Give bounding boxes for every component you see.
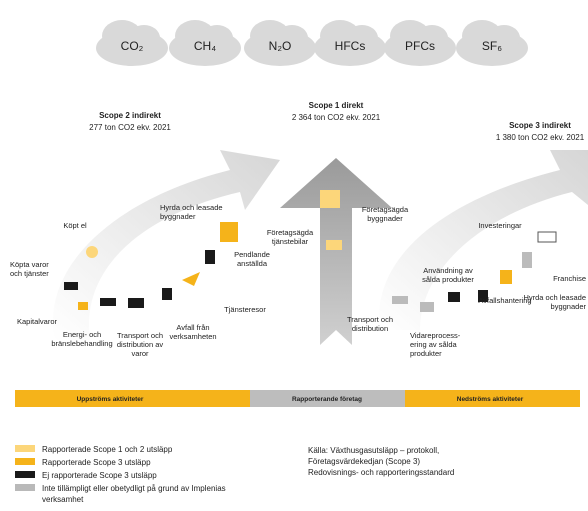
item-label: distribution — [352, 324, 388, 333]
scope-value: 2 364 ton CO2 ekv. 2021 — [292, 113, 381, 122]
item-label: Transport och — [347, 315, 393, 324]
bar-label: Uppströms aktiviteter — [77, 396, 144, 403]
cloud — [128, 25, 160, 51]
item-label: sålda produkter — [422, 275, 474, 284]
item-label: bränslebehandling — [51, 339, 112, 348]
item-label: Vidareprocess- — [410, 331, 461, 340]
item-label: tjänstebilar — [272, 237, 309, 246]
item-label: Hyrda och leasade — [160, 203, 223, 212]
gas-label: N₂O — [269, 39, 292, 53]
item-label: Franchise — [553, 274, 586, 283]
item-label: ering av sålda — [410, 340, 458, 349]
legend-swatch — [15, 445, 35, 452]
item-label: Köpta varor — [10, 260, 49, 269]
gas-label: SF₆ — [482, 39, 502, 53]
gas-label: HFCs — [335, 39, 366, 53]
item-label: byggnader — [367, 214, 403, 223]
item-label: Företagsägda — [362, 205, 409, 214]
cloud — [346, 25, 378, 51]
left-arrow — [52, 150, 280, 340]
item-label: Transport och — [117, 331, 163, 340]
scope-title: Scope 2 indirekt — [99, 111, 161, 120]
item-label: Kapitalvaror — [17, 317, 58, 326]
downstream-bar — [405, 390, 580, 407]
company-bar — [250, 390, 405, 407]
center-arrow — [280, 158, 392, 345]
item-label: Användning av — [423, 266, 473, 275]
legend: Rapporterade Scope 1 och 2 utsläpp Rappor… — [15, 445, 226, 504]
upstream-bar — [15, 390, 250, 407]
item-label: Hyrda och leasade — [523, 293, 586, 302]
gas-label: PFCs — [405, 39, 435, 53]
cloud — [201, 25, 233, 51]
legend-label: Ej rapporterade Scope 3 utsläpp — [42, 471, 157, 480]
legend-label: verksamhet — [42, 495, 84, 504]
clouds: CO₂ CH₄ N₂O HFCs PFCs SF₆ — [96, 20, 528, 66]
cloud — [276, 25, 308, 51]
item-label: anställda — [237, 259, 268, 268]
item-label: Energi- och — [63, 330, 101, 339]
legend-label: Inte tillämpligt eller obetydligt på gru… — [42, 484, 226, 493]
source: Källa: Växthusgasutsläpp – protokoll, — [308, 446, 439, 455]
legend-label: Rapporterade Scope 3 utsläpp — [42, 458, 151, 467]
legend-swatch — [15, 458, 35, 465]
cloud — [416, 25, 448, 51]
cloud — [488, 25, 520, 51]
item-label: varor — [131, 349, 149, 358]
item-label: produkter — [410, 349, 442, 358]
scope-value: 277 ton CO2 ekv. 2021 — [89, 123, 171, 132]
item-label: och tjänster — [10, 269, 49, 278]
item-label: Tjänsteresor — [224, 305, 266, 314]
item-label: Pendlande — [234, 250, 270, 259]
bar-label: Nedströms aktiviteter — [457, 396, 524, 403]
item-label: Köpt el — [63, 221, 87, 230]
item-label: verksamheten — [169, 332, 216, 341]
item-label: distribution av — [117, 340, 164, 349]
icons — [64, 190, 557, 312]
legend-label: Rapporterade Scope 1 och 2 utsläpp — [42, 445, 173, 454]
bar-label: Rapporterande företag — [292, 396, 362, 403]
scope-title: Scope 3 indirekt — [509, 121, 571, 130]
item-label: Företagsägda — [267, 228, 314, 237]
item-label: Avfallshantering — [478, 296, 531, 305]
scope-title: Scope 1 direkt — [309, 101, 364, 110]
item-label: byggnader — [551, 302, 587, 311]
legend-swatch — [15, 484, 35, 491]
item-label: Investeringar — [478, 221, 522, 230]
item-label: byggnader — [160, 212, 196, 221]
source: Redovisnings- och rapporteringsstandard — [308, 468, 454, 477]
source: Företagsvärdekedjan (Scope 3) — [308, 457, 420, 466]
gas-label: CO₂ — [121, 39, 144, 53]
gas-label: CH₄ — [194, 39, 216, 53]
legend-swatch — [15, 471, 35, 478]
right-arrow — [379, 150, 588, 330]
item-label: Avfall från — [176, 323, 209, 332]
scope-value: 1 380 ton CO2 ekv. 2021 — [496, 133, 585, 142]
